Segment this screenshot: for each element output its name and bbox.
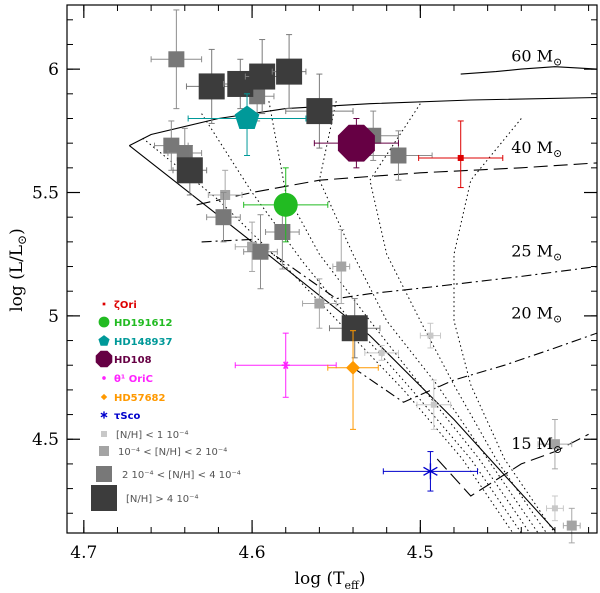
- mass-label-text: 15 M: [511, 434, 553, 453]
- legend-square-marker: [91, 485, 117, 511]
- nh-square-point: [390, 147, 407, 164]
- legend-label: 10⁻⁴ < [N/H] < 2 10⁻⁴: [118, 447, 227, 458]
- nh-square-point: [306, 98, 333, 125]
- x-tick-label: 4.5: [407, 543, 434, 563]
- nh-square-point: [274, 223, 291, 240]
- star-marker: [98, 335, 110, 346]
- plot-frame: [66, 4, 598, 534]
- nh-square-point: [378, 349, 385, 356]
- mass-label-text: 20 M: [511, 303, 553, 322]
- legend-label: [N/H] < 1 10⁻⁴: [116, 430, 188, 441]
- star-marker: [102, 376, 106, 380]
- star-marker: [423, 466, 438, 476]
- nh-square-point: [314, 298, 325, 309]
- mass-label-sun: ⊙: [553, 312, 562, 325]
- mass-label-sun: ⊙: [553, 56, 562, 69]
- mass-label: 40 M⊙: [511, 138, 562, 160]
- legend: ζOri HD191612 HD148937 HD108 θ¹ OriC HD57682 τ…: [91, 300, 241, 511]
- y-axis-title-group: log (L/L⊙): [7, 228, 29, 312]
- track-60-msun: [460, 66, 597, 75]
- star-marker: [283, 361, 289, 370]
- mass-label: 20 M⊙: [511, 303, 562, 325]
- star-marker: [100, 393, 108, 401]
- nh-square-point: [551, 505, 558, 512]
- nh-square-point: [566, 520, 577, 531]
- y-axis-title: log (L/L⊙): [7, 228, 29, 312]
- x-axis-title: log (Teff): [295, 569, 366, 592]
- nh-square-point: [163, 137, 180, 154]
- y-axis-title-main: log (L/L: [7, 245, 27, 312]
- nh-square-point: [227, 70, 254, 97]
- nh-square-point: [252, 243, 269, 260]
- x-axis-title-main: log (T: [295, 569, 346, 589]
- mass-label-sun: ⊙: [553, 251, 562, 264]
- isochrone-line: [453, 118, 556, 533]
- y-axis-title-tail: ): [7, 228, 27, 235]
- star-marker: [346, 360, 360, 375]
- legend-label: HD57682: [114, 393, 166, 404]
- x-tick-label: 4.7: [70, 543, 97, 563]
- nh-square-point: [247, 241, 258, 252]
- legend-label: ζOri: [114, 300, 137, 311]
- star-marker: [102, 302, 106, 306]
- nh-square-point: [198, 73, 225, 100]
- mass-label: 60 M⊙: [511, 47, 562, 69]
- mass-label: 15 M⊙: [511, 434, 562, 456]
- legend-label: [N/H] > 4 10⁻⁴: [126, 494, 198, 505]
- mass-labels: 60 M⊙40 M⊙25 M⊙20 M⊙15 M⊙: [511, 47, 562, 456]
- y-tick-label: 5: [48, 307, 59, 327]
- legend-label: HD191612: [114, 318, 172, 329]
- legend-label: 2 10⁻⁴ < [N/H] < 4 10⁻⁴: [122, 470, 241, 481]
- nh-square-point: [249, 63, 276, 90]
- nh-square-point: [430, 401, 437, 408]
- track-15-msun: [436, 433, 589, 497]
- nh-square-point: [276, 58, 303, 85]
- nh-square-point: [168, 51, 185, 68]
- star-marker: [100, 412, 108, 418]
- x-tick-label: 4.6: [239, 543, 266, 563]
- data-points: [150, 9, 581, 544]
- nh-square-point: [176, 157, 203, 184]
- legend-square-marker: [96, 466, 112, 482]
- star-marker: [98, 316, 110, 328]
- x-axis-title-tail: ): [359, 569, 366, 589]
- nh-square-point: [427, 332, 434, 339]
- legend-label: τSco: [114, 411, 141, 422]
- star-marker: [273, 192, 298, 217]
- nh-square-point: [549, 439, 560, 450]
- legend-label: θ¹ OriC: [114, 374, 153, 385]
- y-tick-label: 4.5: [32, 430, 59, 450]
- track-40-msun: [196, 162, 597, 206]
- legend-label: HD108: [114, 355, 152, 366]
- nh-square-point: [220, 189, 231, 200]
- nh-square-point: [215, 209, 232, 226]
- nh-square-point: [176, 145, 193, 162]
- legend-label: HD148937: [114, 337, 172, 348]
- track-20-msun: [352, 332, 597, 403]
- evolutionary-tracks: [128, 66, 597, 533]
- y-tick-label: 6: [48, 60, 59, 80]
- y-axis-title-sun: ⊙: [15, 235, 29, 245]
- nh-square-point: [341, 315, 368, 342]
- track-25-msun: [201, 238, 597, 300]
- y-tick-label: 5.5: [32, 184, 59, 204]
- star-marker: [234, 105, 260, 129]
- x-axis-title-sub: eff: [344, 579, 360, 592]
- mass-label: 25 M⊙: [511, 242, 562, 264]
- mass-label-text: 25 M: [511, 242, 553, 261]
- nh-square-point: [336, 261, 347, 272]
- mass-label-sun: ⊙: [553, 147, 562, 160]
- legend-square-marker: [101, 431, 107, 437]
- star-marker: [457, 154, 464, 161]
- legend-square-marker: [99, 446, 109, 456]
- mass-label-text: 60 M: [511, 47, 553, 66]
- mass-label-text: 40 M: [511, 138, 553, 157]
- star-marker: [337, 124, 375, 162]
- star-marker: [95, 350, 113, 368]
- mass-label-sun: ⊙: [553, 443, 562, 456]
- zams-line: [128, 145, 556, 531]
